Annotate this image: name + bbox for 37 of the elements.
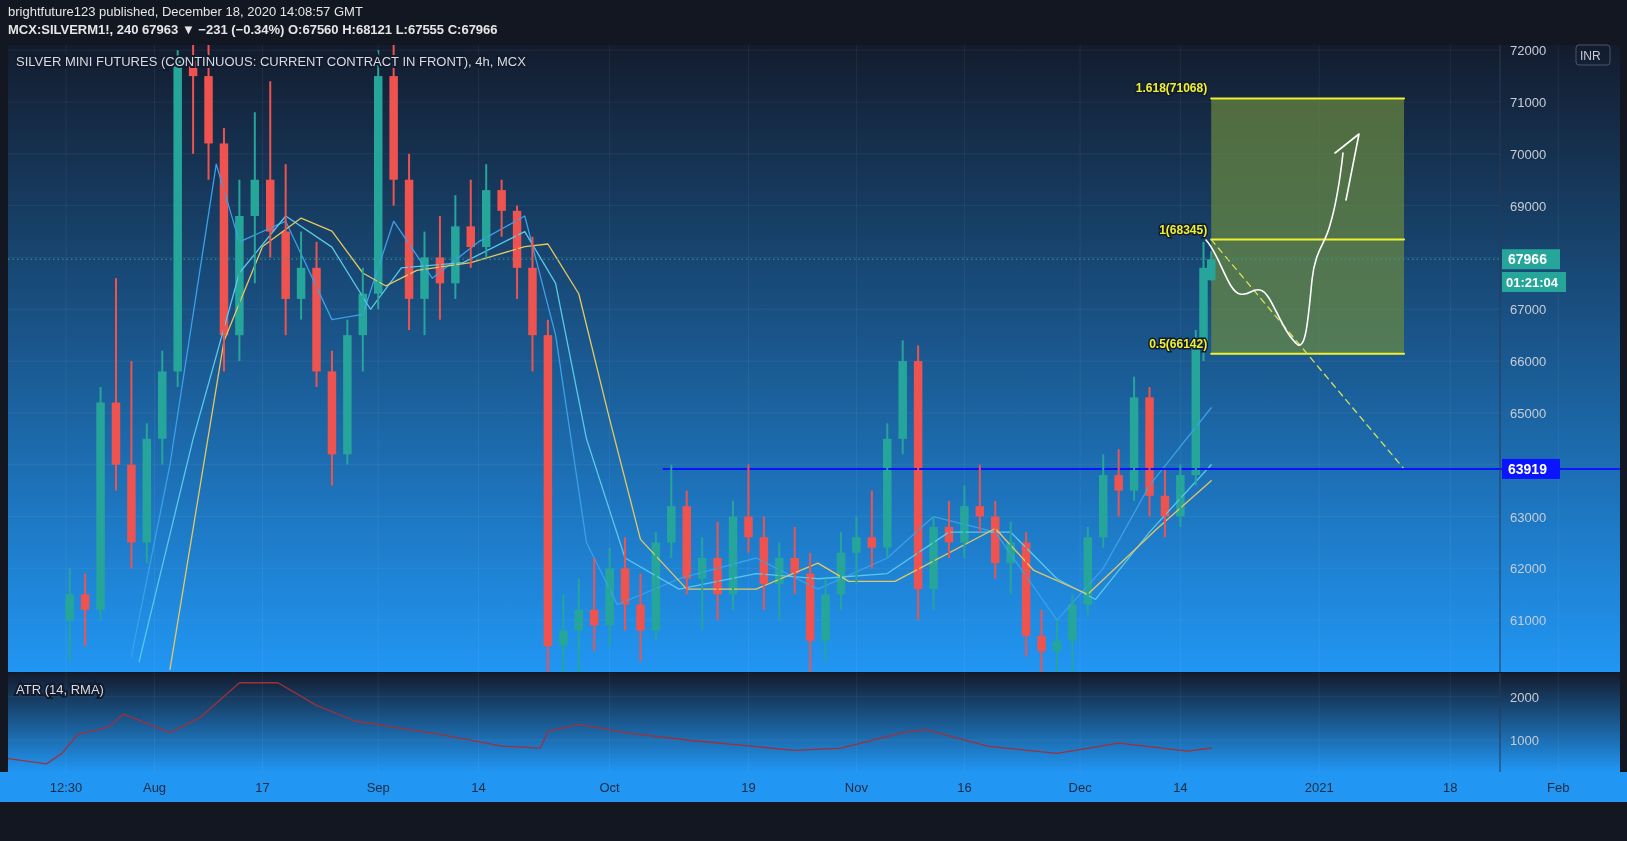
line-series xyxy=(8,682,1212,765)
x-tick-label: Nov xyxy=(844,780,869,795)
y-tick-label: 72000 xyxy=(1510,43,1547,59)
x-tick-label: 12:30 xyxy=(49,780,83,795)
x-tick-label: Dec xyxy=(1068,780,1093,795)
y-tick-label: 2000 xyxy=(1510,689,1539,705)
text: ATR (14, RMA) xyxy=(16,682,104,697)
x-tick-label: 19 xyxy=(741,780,756,795)
y-tick-label: 69000 xyxy=(1510,198,1547,214)
x-tick-label: Aug xyxy=(142,780,167,795)
x-tick-label: 2021 xyxy=(1304,780,1334,795)
x-tick-label: 16 xyxy=(957,780,972,795)
y-tick-label: 63000 xyxy=(1510,509,1547,525)
y-tick-label: 61000 xyxy=(1510,613,1547,629)
y-tick-label: 67000 xyxy=(1510,302,1547,318)
x-tick-label: 14 xyxy=(1173,780,1188,795)
y-tick-label: 1000 xyxy=(1510,733,1539,749)
y-tick-label: 66000 xyxy=(1510,354,1547,370)
series-label: 63919 xyxy=(1508,460,1548,477)
y-tick-label: 71000 xyxy=(1510,95,1547,110)
x-tick-label: Feb xyxy=(1547,780,1570,795)
annotation: INR xyxy=(1580,49,1601,63)
text: MCX:SILVERM1!, 240 67963 ▼ −231 (−0.34%) O:67560 H:68121 L:67555 C:67966 xyxy=(8,22,498,37)
annotation: 01:21:04 xyxy=(1506,275,1559,290)
chart-subtitle: brightfuture123 published, December 18, 2020 14:08:57 GMT xyxy=(8,4,363,19)
y-tick-label: 62000 xyxy=(1510,561,1547,577)
y-tick-label: 70000 xyxy=(1510,146,1547,162)
x-tick-label: 18 xyxy=(1443,780,1458,795)
x-tick-label: Oct xyxy=(599,780,621,795)
y-tick-label: 65000 xyxy=(1510,405,1547,421)
x-tick-label: 17 xyxy=(255,780,270,795)
x-tick-label: Sep xyxy=(366,780,390,795)
series-label: 1.618(71068) xyxy=(1135,81,1208,96)
series-label: 1(68345) xyxy=(1159,222,1208,237)
x-tick-label: 14 xyxy=(471,780,486,795)
ref-line-label: 67966 xyxy=(1508,251,1548,268)
series-label: 0.5(66142) xyxy=(1149,336,1208,351)
